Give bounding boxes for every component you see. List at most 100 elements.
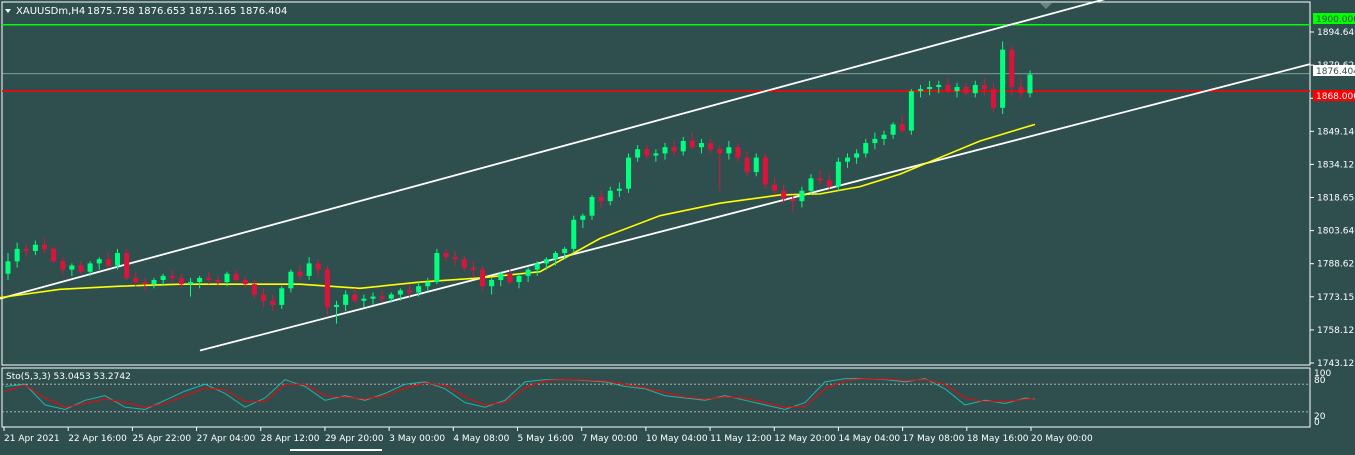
candle-body xyxy=(470,267,476,270)
candle xyxy=(434,248,440,285)
candle xyxy=(854,149,860,164)
dropdown-arrow-icon[interactable] xyxy=(5,9,11,13)
candle-body xyxy=(625,157,632,189)
candle-body xyxy=(927,87,933,90)
scrollbar-marker[interactable] xyxy=(290,449,382,451)
candle-body xyxy=(498,273,504,280)
time-tick-label: 7 May 00:00 xyxy=(582,434,638,444)
candle xyxy=(489,277,495,295)
candle-body xyxy=(635,149,641,158)
candle-body xyxy=(452,257,458,260)
candle xyxy=(224,271,230,287)
candle-body xyxy=(270,300,276,305)
channel-lower-line[interactable] xyxy=(199,63,1311,352)
candle xyxy=(233,269,239,283)
time-axis: 21 Apr 2021 22 Apr 16:00 25 Apr 22:00 27 Ap… xyxy=(3,427,1093,444)
candle-body xyxy=(525,269,531,276)
candle xyxy=(315,259,321,276)
candle xyxy=(352,288,358,303)
candle xyxy=(562,246,568,260)
candle xyxy=(963,82,969,96)
candle-body xyxy=(616,188,622,191)
candle xyxy=(990,82,997,112)
candle xyxy=(169,269,175,283)
candle-body xyxy=(78,265,84,272)
candle xyxy=(324,265,330,316)
candle xyxy=(644,145,650,160)
candle-body xyxy=(534,263,540,270)
time-tick-label: 25 Apr 22:00 xyxy=(132,434,191,444)
time-tick-label: 4 May 08:00 xyxy=(453,434,509,444)
candle-body xyxy=(215,279,221,283)
candle-body xyxy=(589,196,595,216)
time-tick-label: 17 May 08:00 xyxy=(903,434,965,444)
trend-channel[interactable] xyxy=(0,0,1311,352)
candle xyxy=(96,257,102,270)
resistance-price-tag xyxy=(1313,13,1355,24)
candle-body xyxy=(279,288,285,305)
candle xyxy=(954,82,960,98)
current-price-label: 1876.404 xyxy=(1316,67,1355,77)
candle-body xyxy=(954,87,960,92)
candle-body xyxy=(945,84,951,92)
candles xyxy=(5,41,1033,324)
candle xyxy=(543,257,549,270)
candle xyxy=(151,277,157,289)
candle-body xyxy=(872,138,878,144)
candle-body xyxy=(361,298,367,301)
candle xyxy=(680,136,686,156)
channel-upper-line[interactable] xyxy=(0,0,1110,300)
candle-body xyxy=(96,259,102,264)
candle xyxy=(343,290,349,312)
candle-body xyxy=(753,157,759,173)
stochastic-label: Sto(5,3,3) 53.0453 53.2742 xyxy=(6,372,131,382)
candle-body xyxy=(671,147,677,152)
stoch-level-20: 20 xyxy=(1314,412,1326,422)
chart-symbol: XAUUSDm,H4 xyxy=(16,6,85,17)
candle xyxy=(799,186,805,208)
candle xyxy=(598,190,604,208)
candle-body xyxy=(917,89,924,92)
price-pane-frame xyxy=(1,1,1311,366)
candle-body xyxy=(762,157,768,185)
candle xyxy=(242,275,248,289)
candle xyxy=(717,145,723,191)
candle-body xyxy=(133,277,139,283)
candle-body xyxy=(881,134,887,139)
candle xyxy=(416,282,422,297)
time-tick-label: 5 May 16:00 xyxy=(518,434,574,444)
candle xyxy=(762,153,768,189)
candle-body xyxy=(552,253,559,260)
candle-body xyxy=(379,296,385,299)
candle xyxy=(927,80,933,96)
candle xyxy=(461,255,467,272)
chart-shift-icon[interactable] xyxy=(1040,3,1052,9)
candle-body xyxy=(990,89,997,108)
candle-body xyxy=(908,91,914,131)
time-tick-label: 22 Apr 16:00 xyxy=(68,434,127,444)
candle xyxy=(525,267,531,283)
stoch-level-80: 80 xyxy=(1314,376,1326,386)
candle-body xyxy=(790,199,796,202)
candle xyxy=(23,244,29,258)
candle xyxy=(105,253,111,268)
resistance-price-label: 1900.000 xyxy=(1316,15,1355,25)
candle-body xyxy=(653,153,659,156)
candle xyxy=(51,246,57,264)
candle-body xyxy=(972,84,978,94)
candle xyxy=(625,153,632,193)
candle-body xyxy=(370,296,376,299)
candle-body xyxy=(936,84,942,88)
candle-body xyxy=(489,279,495,287)
candle xyxy=(835,157,841,191)
price-tick-label: 1788.625 xyxy=(1317,260,1355,270)
candle-body xyxy=(726,147,732,154)
candle xyxy=(972,80,978,98)
candle xyxy=(1018,78,1024,98)
candle xyxy=(981,78,987,96)
candle-body xyxy=(251,284,257,295)
horizontal-levels[interactable] xyxy=(2,23,1310,92)
